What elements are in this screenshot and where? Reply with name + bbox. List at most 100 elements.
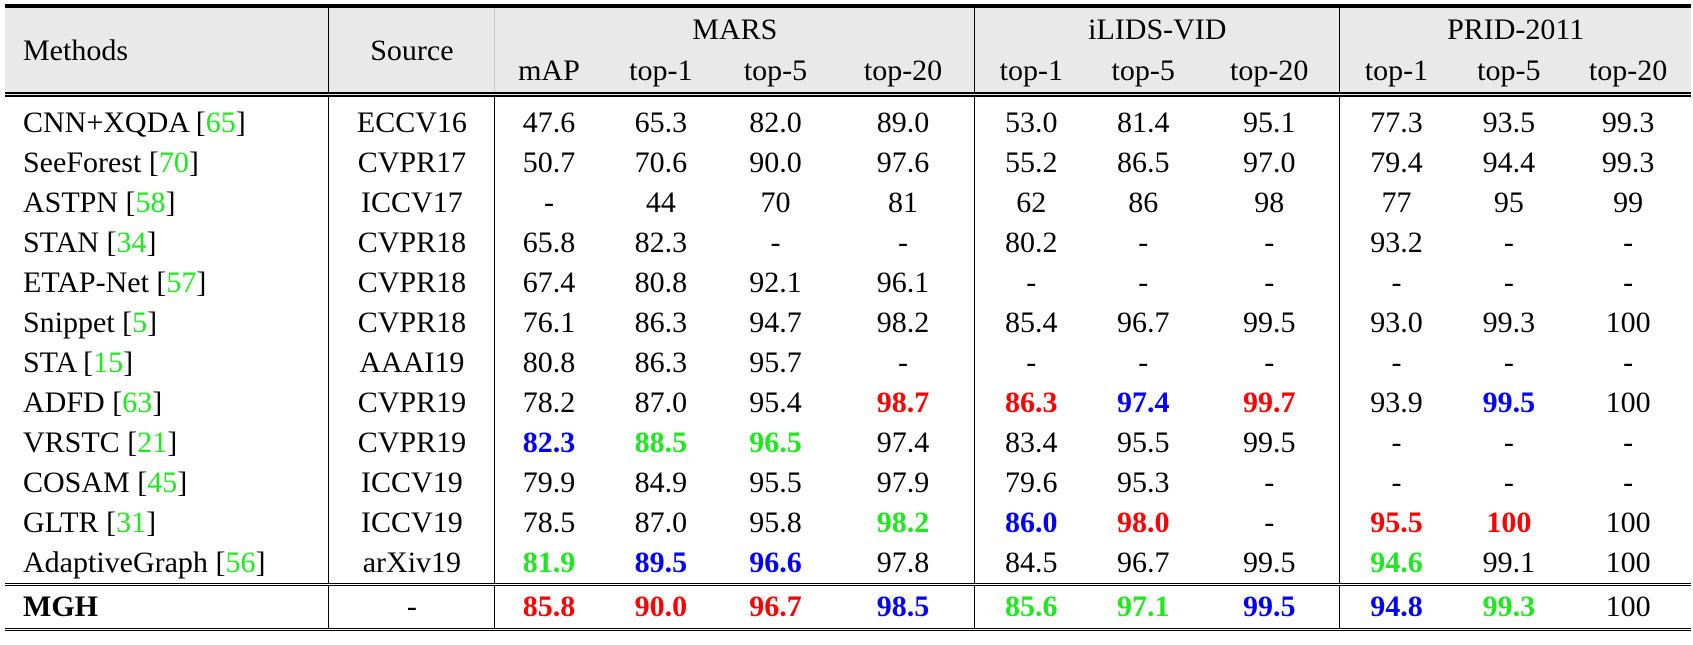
- value-cell: -: [1623, 226, 1634, 259]
- method-name: CNN+XQDA: [23, 106, 189, 139]
- value-cell: -: [1339, 343, 1453, 383]
- value-cell: 94.8: [1339, 583, 1453, 631]
- citation-link[interactable]: 21: [137, 426, 168, 459]
- value-cell: 76.1: [494, 303, 603, 343]
- value-cell: -: [1264, 346, 1275, 379]
- source-cell: ICCV17: [328, 183, 495, 223]
- source-cell: CVPR17: [328, 143, 495, 183]
- header-mars-top1: top-1: [602, 50, 720, 95]
- table-row: ASTPN [58] ICCV17- 44 70 81 62 86 98 77 95 99: [5, 183, 1691, 223]
- value-cell: 99.3: [1601, 146, 1655, 179]
- value-cell: 50.7: [494, 143, 603, 183]
- citation-link[interactable]: 5: [132, 306, 148, 339]
- citation-link[interactable]: 45: [147, 466, 178, 499]
- value-cell: 86.3: [974, 383, 1088, 423]
- value-cell: 87.0: [634, 386, 688, 419]
- value-cell: 98.2: [876, 306, 930, 339]
- value-cell: 79.4: [1339, 143, 1453, 183]
- value-cell: 86: [1128, 186, 1159, 219]
- method-cell: COSAM [45]: [23, 466, 188, 499]
- value-cell: -: [1623, 346, 1634, 379]
- value-cell: 99.5: [1199, 583, 1340, 631]
- value-cell: -: [1138, 346, 1149, 379]
- value-cell: 100: [1486, 506, 1532, 539]
- source-cell: -: [328, 583, 495, 631]
- value-cell: -: [1503, 226, 1514, 259]
- value-cell: 100: [1605, 546, 1651, 579]
- value-cell: 94.7: [749, 306, 802, 339]
- method-cell: GLTR [31]: [23, 506, 157, 539]
- citation-link[interactable]: 65: [205, 106, 236, 139]
- value-cell: 95: [1493, 186, 1524, 219]
- value-cell: 70: [760, 186, 791, 219]
- citation-link[interactable]: 56: [225, 546, 256, 579]
- value-cell: 99.3: [1482, 306, 1536, 339]
- value-cell: 62: [974, 183, 1088, 223]
- value-cell: 95.5: [1339, 503, 1453, 543]
- value-cell: 98.2: [876, 506, 930, 539]
- table-row: COSAM [45] ICCV19 79.9 84.9 95.5 97.9 79.6 95.3…: [5, 463, 1691, 503]
- value-cell: 53.0: [974, 92, 1088, 143]
- header-dataset-mars: MARS: [494, 6, 975, 50]
- method-name: ADFD: [23, 386, 105, 419]
- source-cell: AAAI19: [328, 343, 495, 383]
- value-cell: 92.1: [749, 266, 802, 299]
- citation-link[interactable]: 57: [166, 266, 197, 299]
- value-cell: 100: [1565, 583, 1691, 631]
- value-cell: 96.7: [719, 583, 832, 631]
- value-cell: -: [1339, 263, 1453, 303]
- citation-link[interactable]: 34: [116, 226, 147, 259]
- value-cell: -: [1264, 266, 1275, 299]
- value-cell: 88.5: [634, 426, 688, 459]
- value-cell: 47.6: [494, 92, 603, 143]
- value-cell: 95.5: [1116, 426, 1170, 459]
- method-name: Snippet: [23, 306, 115, 339]
- citation-link[interactable]: 15: [93, 346, 124, 379]
- value-cell: -: [898, 346, 909, 379]
- citation-link[interactable]: 31: [116, 506, 147, 539]
- header-source: Source: [328, 6, 495, 95]
- value-cell: 99: [1613, 186, 1644, 219]
- citation-link[interactable]: 63: [122, 386, 153, 419]
- value-cell: -: [1138, 266, 1149, 299]
- header-dataset-prid-2011: PRID-2011: [1339, 6, 1691, 50]
- table-row: Snippet [5] CVPR18 76.1 86.3 94.7 98.2 85.4 96.…: [5, 303, 1691, 343]
- method-name: GLTR: [23, 506, 99, 539]
- value-cell: 94.6: [1339, 543, 1453, 585]
- value-cell: -: [1623, 466, 1634, 499]
- value-cell: 65.3: [602, 92, 720, 143]
- value-cell: -: [494, 183, 603, 223]
- citation-link[interactable]: 70: [158, 146, 189, 179]
- header-prid-top1: top-1: [1339, 50, 1453, 95]
- value-cell: -: [1503, 426, 1514, 459]
- method-name: MGH: [23, 590, 98, 623]
- table-row-ours: MGH -85.8 90.0 96.7 98.5 85.6 97.1 99.5 94.8 99.3…: [5, 583, 1691, 631]
- value-cell: 95.4: [749, 386, 802, 419]
- value-cell: 84.5: [974, 543, 1088, 585]
- value-cell: 93.0: [1339, 303, 1453, 343]
- value-cell: 96.6: [749, 546, 802, 579]
- citation-link[interactable]: 58: [135, 186, 166, 219]
- value-cell: 89.5: [634, 546, 688, 579]
- value-cell: 85.8: [494, 583, 603, 631]
- value-cell: 80.2: [974, 223, 1088, 263]
- method-cell: SeeForest [70]: [23, 146, 199, 179]
- value-cell: 86.5: [1116, 146, 1170, 179]
- value-cell: 97.0: [1242, 146, 1296, 179]
- value-cell: 86.3: [634, 306, 688, 339]
- value-cell: 98.5: [831, 583, 975, 631]
- value-cell: 96.1: [876, 266, 930, 299]
- value-cell: 79.9: [494, 463, 603, 503]
- value-cell: 97.8: [876, 546, 930, 579]
- value-cell: -: [1503, 346, 1514, 379]
- method-name: STA: [23, 346, 76, 379]
- value-cell: 95.1: [1199, 92, 1340, 143]
- method-cell: ETAP-Net [57]: [23, 266, 207, 299]
- value-cell: 95.5: [749, 466, 802, 499]
- source-cell: CVPR18: [328, 223, 495, 263]
- value-cell: 77: [1339, 183, 1453, 223]
- value-cell: 99.3: [1565, 92, 1691, 143]
- value-cell: 81: [888, 186, 919, 219]
- value-cell: 97.6: [876, 146, 930, 179]
- table-row: AdaptiveGraph [56] arXiv19 81.9 89.5 96.6 97.…: [5, 543, 1691, 585]
